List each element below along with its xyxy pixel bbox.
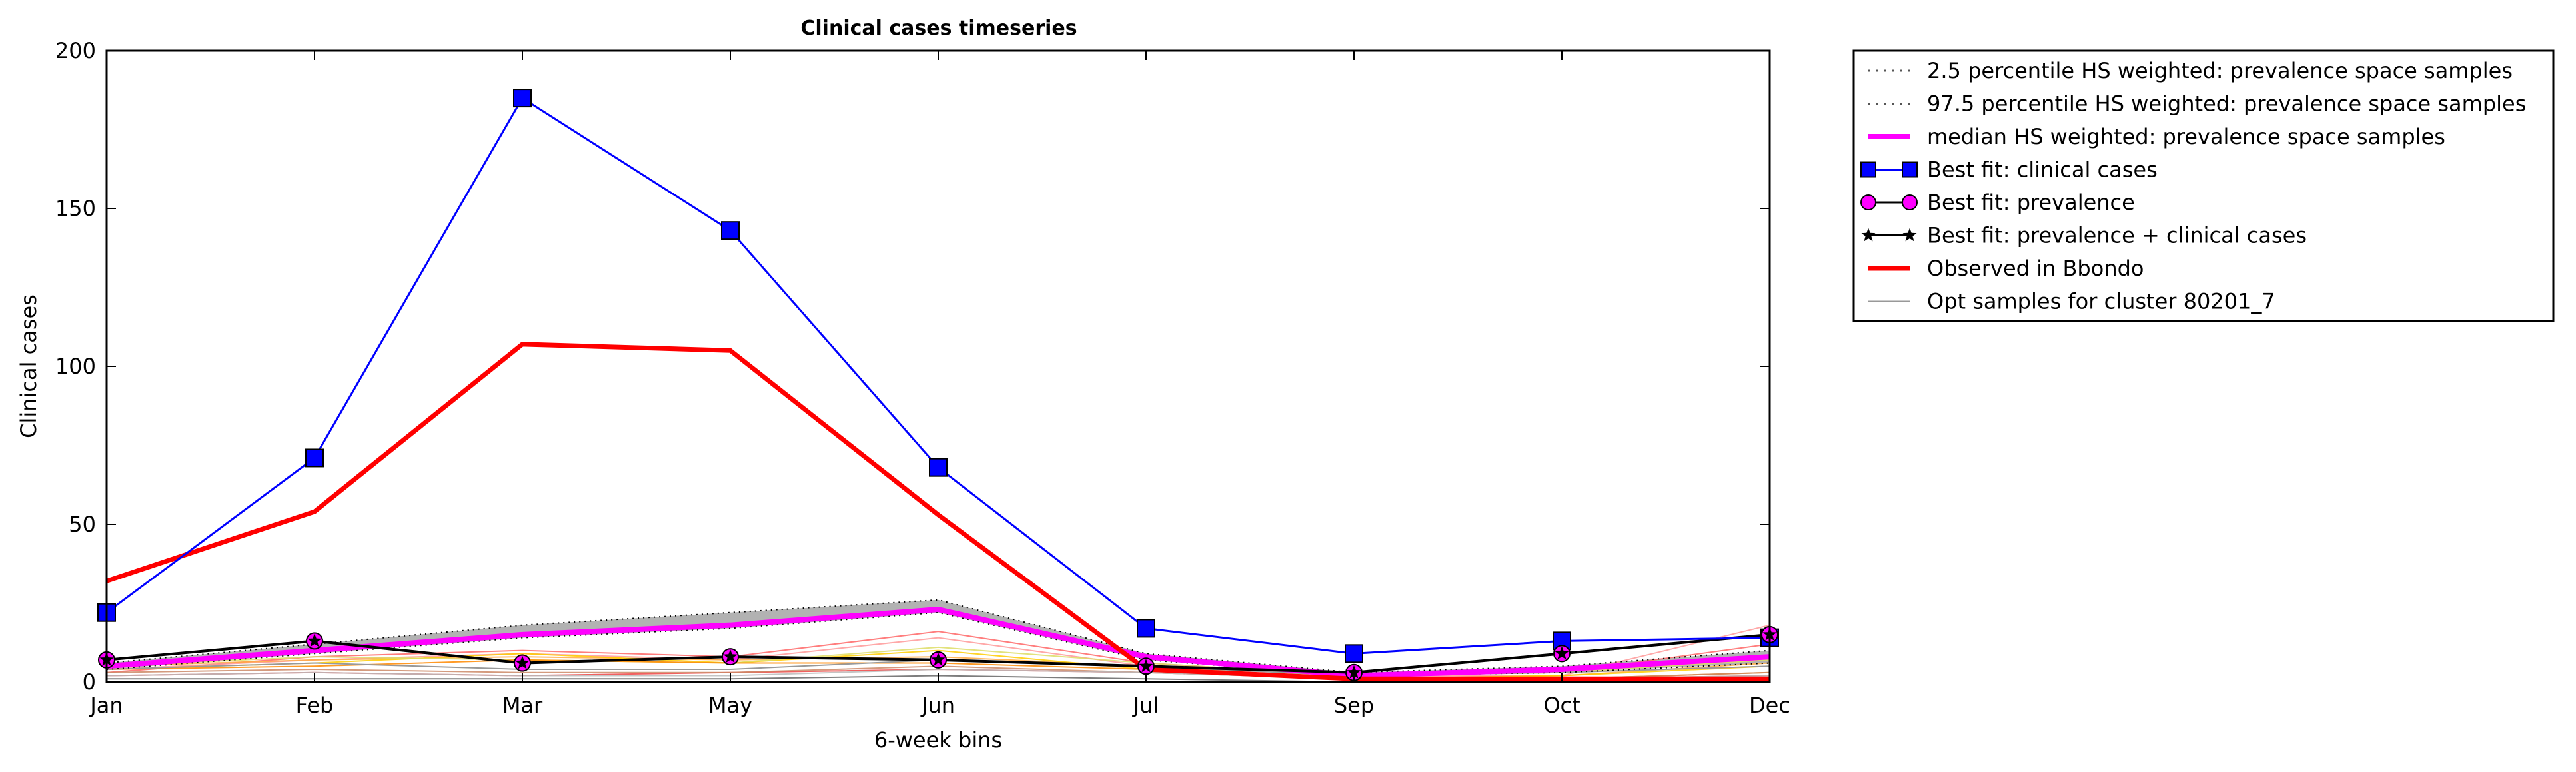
- legend-item-6: Observed in Bbondo: [1868, 256, 2144, 281]
- legend-marker-star: [1902, 228, 1917, 242]
- marker-square-1: [305, 448, 324, 468]
- x-tick-label: Feb: [296, 693, 334, 718]
- legend-item-5: Best fit: prevalence + clinical cases: [1861, 223, 2307, 248]
- y-tick-label: 100: [55, 354, 96, 379]
- legend-label: 97.5 percentile HS weighted: prevalence …: [1927, 91, 2526, 117]
- marker-star-7: [1555, 646, 1569, 660]
- legend-item-2: median HS weighted: prevalence space sam…: [1868, 124, 2445, 149]
- legend: 2.5 percentile HS weighted: prevalence s…: [1852, 49, 2555, 322]
- chart-title: Clinical cases timeseries: [800, 17, 1077, 40]
- y-tick-label: 150: [55, 196, 96, 221]
- marker-star-5: [1139, 659, 1153, 673]
- x-tick-label: Jan: [89, 693, 123, 718]
- x-tick-label: Oct: [1543, 693, 1580, 718]
- x-tick-label: Dec: [1749, 693, 1790, 718]
- legend-marker-square: [1902, 161, 1918, 178]
- x-tick-label: May: [708, 693, 752, 718]
- y-axis-label: Clinical cases: [16, 294, 41, 438]
- legend-label: Opt samples for cluster 80201_7: [1927, 289, 2275, 314]
- legend-label: Observed in Bbondo: [1927, 256, 2144, 281]
- legend-box: [1852, 49, 2555, 322]
- series-percentile-1: [106, 599, 1770, 673]
- marker-star-6: [1347, 665, 1361, 679]
- legend-item-7: Opt samples for cluster 80201_7: [1868, 289, 2275, 314]
- x-tick-label: Mar: [502, 693, 543, 718]
- marker-square-5: [1137, 619, 1155, 638]
- series-median: [106, 606, 1770, 679]
- legend-item-3: Best fit: clinical cases: [1860, 157, 2158, 183]
- marker-star-1: [307, 633, 322, 647]
- legend-item-1: 97.5 percentile HS weighted: prevalence …: [1868, 91, 2526, 117]
- legend-item-4: Best fit: prevalence: [1860, 190, 2135, 215]
- axis-ticks: Jan Feb Mar May Jun Jul Sep Oct Dec 0 50 100 150 200: [55, 38, 1790, 718]
- marker-star-3: [723, 649, 738, 663]
- series-observed: [105, 342, 1770, 681]
- legend-label: Best fit: prevalence + clinical cases: [1927, 223, 2307, 248]
- legend-marker-circle: [1902, 194, 1918, 210]
- marker-square-6: [1345, 644, 1363, 663]
- legend-marker-circle: [1860, 194, 1876, 210]
- marker-star-2: [515, 655, 530, 669]
- legend-label: 2.5 percentile HS weighted: prevalence s…: [1927, 58, 2513, 83]
- y-tick-label: 50: [69, 512, 96, 537]
- x-tick-label: Sep: [1334, 693, 1374, 718]
- marker-star-4: [931, 652, 946, 666]
- x-tick-label: Jun: [920, 693, 955, 718]
- legend-label: median HS weighted: prevalence space sam…: [1927, 124, 2445, 149]
- legend-label: Best fit: clinical cases: [1927, 157, 2158, 183]
- y-tick-label: 200: [55, 38, 96, 63]
- marker-square-3: [721, 221, 740, 240]
- x-axis-label: 6-week bins: [874, 727, 1002, 753]
- legend-marker-star: [1861, 228, 1876, 242]
- legend-marker-square: [1860, 161, 1876, 178]
- x-tick-label: Jul: [1132, 693, 1159, 718]
- y-tick-label: 0: [83, 669, 96, 695]
- marker-square-4: [929, 458, 948, 477]
- legend-item-0: 2.5 percentile HS weighted: prevalence s…: [1868, 58, 2513, 83]
- marker-square-2: [513, 89, 532, 108]
- legend-label: Best fit: prevalence: [1927, 190, 2135, 215]
